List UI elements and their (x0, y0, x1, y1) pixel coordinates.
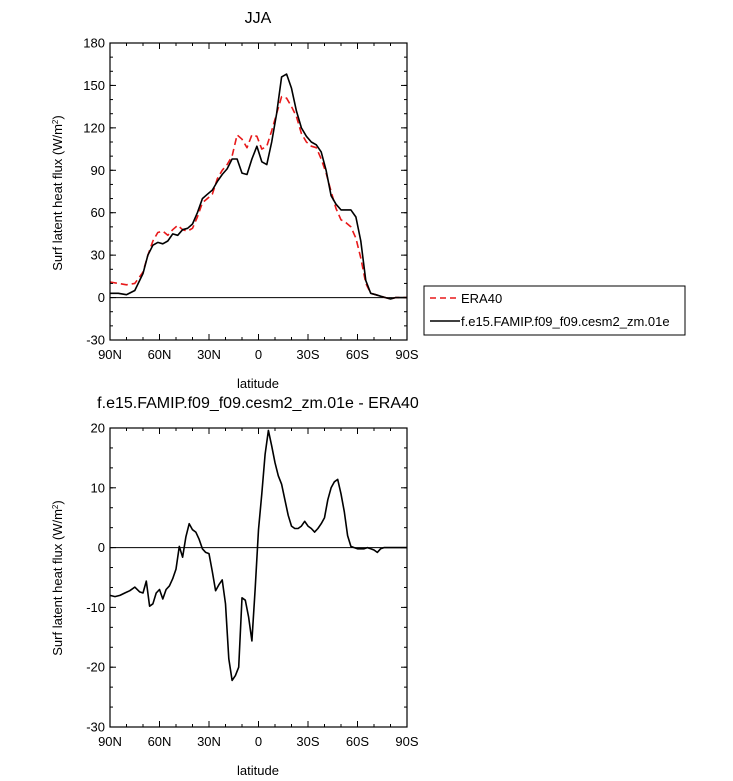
legend-model-label: f.e15.FAMIP.f09_f09.cesm2_zm.01e (461, 314, 670, 329)
top-xlabel: latitude (237, 376, 279, 391)
y-tick-label: 60 (91, 205, 105, 220)
x-tick-label: 60N (148, 347, 172, 362)
y-tick-label: -30 (86, 720, 105, 735)
bottom-title: f.e15.FAMIP.f09_f09.cesm2_zm.01e - ERA40 (97, 395, 419, 412)
x-tick-label: 30N (197, 734, 221, 749)
x-tick-label: 90N (98, 347, 122, 362)
top-ylabel: Surf latent heat flux (W/m2) (50, 115, 65, 270)
bottom-ylabel-end: ) (50, 500, 65, 504)
x-tick-label: 90S (395, 347, 418, 362)
y-tick-label: 10 (91, 480, 105, 495)
y-tick-label: 0 (98, 290, 105, 305)
bottom-ylabel: Surf latent heat flux (W/m2) (50, 500, 65, 655)
series-line-difference (109, 429, 407, 682)
top-ylabel-main: Surf latent heat flux (W/m (50, 124, 65, 271)
x-tick-label: 30N (197, 347, 221, 362)
bottom-ylabel-sup: 2 (51, 504, 60, 509)
x-tick-label: 60S (346, 734, 369, 749)
bottom-plot-frame (109, 427, 408, 728)
y-tick-label: 90 (91, 163, 105, 178)
y-tick-label: -30 (86, 333, 105, 348)
x-tick-label: 0 (255, 347, 262, 362)
x-tick-label: 60N (148, 734, 172, 749)
legend-era40-label: ERA40 (461, 291, 502, 306)
y-tick-label: -10 (86, 600, 105, 615)
series-line-f-e15-famip-f09-f09-cesm2-zm-01e (110, 73, 407, 300)
legend: ERA40 f.e15.FAMIP.f09_f09.cesm2_zm.01e (423, 285, 686, 336)
top-title: JJA (245, 10, 272, 27)
top-ylabel-sup: 2 (51, 119, 60, 124)
top-ylabel-end: ) (50, 115, 65, 119)
series-line-era40 (109, 95, 407, 300)
bottom-ylabel-main: Surf latent heat flux (W/m (50, 509, 65, 656)
bottom-panel: f.e15.FAMIP.f09_f09.cesm2_zm.01e - ERA40… (50, 395, 419, 778)
y-tick-label: 20 (91, 421, 105, 436)
x-tick-label: 30S (296, 347, 319, 362)
x-tick-label: 0 (255, 734, 262, 749)
y-tick-label: 150 (83, 78, 105, 93)
y-tick-label: 0 (98, 540, 105, 555)
y-tick-label: 120 (83, 120, 105, 135)
x-tick-label: 60S (346, 347, 369, 362)
top-plot-frame (109, 42, 408, 341)
x-tick-label: 90N (98, 734, 122, 749)
x-tick-label: 30S (296, 734, 319, 749)
legend-box (423, 285, 686, 336)
bottom-xlabel: latitude (237, 763, 279, 778)
top-panel: JJA -30 0 30 60 90 120 150 180 90N 60N 30N 0 30S 60S… (50, 10, 419, 391)
x-tick-label: 90S (395, 734, 418, 749)
y-tick-label: 30 (91, 248, 105, 263)
y-tick-label: 180 (83, 36, 105, 51)
y-tick-label: -20 (86, 660, 105, 675)
